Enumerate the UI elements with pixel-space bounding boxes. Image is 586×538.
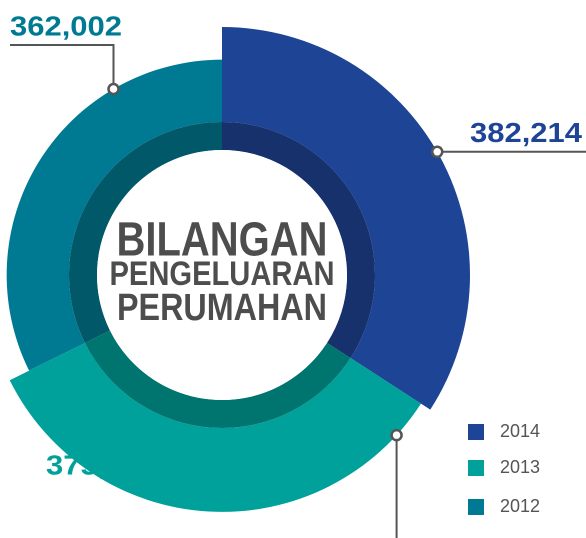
pie-segment — [6, 59, 222, 371]
pie-inner-band — [69, 122, 223, 343]
legend-label: 2014 — [500, 421, 540, 441]
legend-label: 2013 — [500, 457, 540, 477]
value-label: 362,002 — [10, 10, 122, 41]
chart-title: PERUMAHAN — [117, 287, 327, 329]
pie-inner-band — [222, 122, 375, 359]
leader-marker — [390, 428, 403, 442]
legend-swatch — [468, 424, 484, 440]
legend-swatch — [468, 499, 484, 515]
chart-title: BILANGAN — [117, 214, 328, 267]
value-label: 375,563 — [46, 450, 158, 481]
leader-line — [10, 44, 115, 90]
pie-segment — [9, 342, 421, 512]
legend-swatch — [468, 460, 484, 476]
chart-title: PENGELUARAN — [110, 255, 335, 293]
legend-label: 2012 — [500, 496, 540, 516]
leader-marker — [430, 145, 444, 159]
center-hole — [97, 150, 347, 400]
pie-inner-band — [84, 330, 351, 428]
value-label: 382,214 — [470, 117, 582, 148]
pie-segment — [222, 27, 470, 410]
leader-marker — [107, 82, 120, 96]
